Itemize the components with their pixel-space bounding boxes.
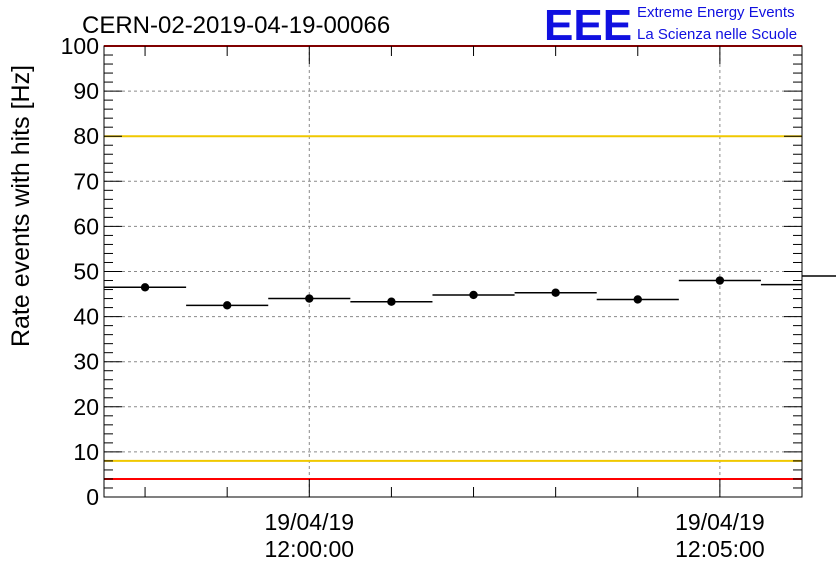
data-point <box>387 297 396 306</box>
x-tick-date-label: 19/04/19 <box>675 509 765 535</box>
y-tick-label: 50 <box>73 259 99 285</box>
data-point <box>633 295 642 304</box>
y-tick-label: 70 <box>73 168 99 194</box>
data-point <box>222 301 232 310</box>
logo-subtitle-1: Extreme Energy Events <box>637 4 795 21</box>
data-point <box>305 294 314 303</box>
y-tick-label: 10 <box>73 439 99 465</box>
y-tick-label: 20 <box>73 394 99 420</box>
axis-ticks <box>104 45 802 498</box>
reference-lines <box>104 45 802 480</box>
y-tick-label: 40 <box>73 304 99 330</box>
y-tick-label: 60 <box>73 213 99 239</box>
run-title: CERN-02-2019-04-19-00066 <box>82 12 390 39</box>
y-tick-label: 80 <box>73 123 99 149</box>
data-point <box>469 290 478 300</box>
y-tick-label: 30 <box>73 349 99 375</box>
y-tick-label: 0 <box>86 484 99 510</box>
y-axis-label: Rate events with hits [Hz] <box>7 65 35 347</box>
x-tick-time-label: 12:05:00 <box>675 536 765 562</box>
data-point <box>715 276 725 285</box>
data-series <box>104 275 836 310</box>
grid <box>104 46 802 497</box>
data-point <box>551 288 560 297</box>
y-tick-labels: 0 10 20 30 40 50 60 70 80 90 100 <box>61 33 99 510</box>
y-tick-label: 100 <box>61 33 99 59</box>
logo-subtitle-2: La Scienza nelle Scuole <box>637 26 797 43</box>
x-tick-time-label: 12:00:00 <box>265 536 355 562</box>
data-point <box>140 283 150 292</box>
y-tick-label: 90 <box>73 78 99 104</box>
eee-logo-mark: EEE <box>544 1 632 50</box>
x-tick-date-label: 19/04/19 <box>265 509 355 535</box>
eee-logo: EEE Extreme Energy Events La Scienza nel… <box>544 1 797 50</box>
